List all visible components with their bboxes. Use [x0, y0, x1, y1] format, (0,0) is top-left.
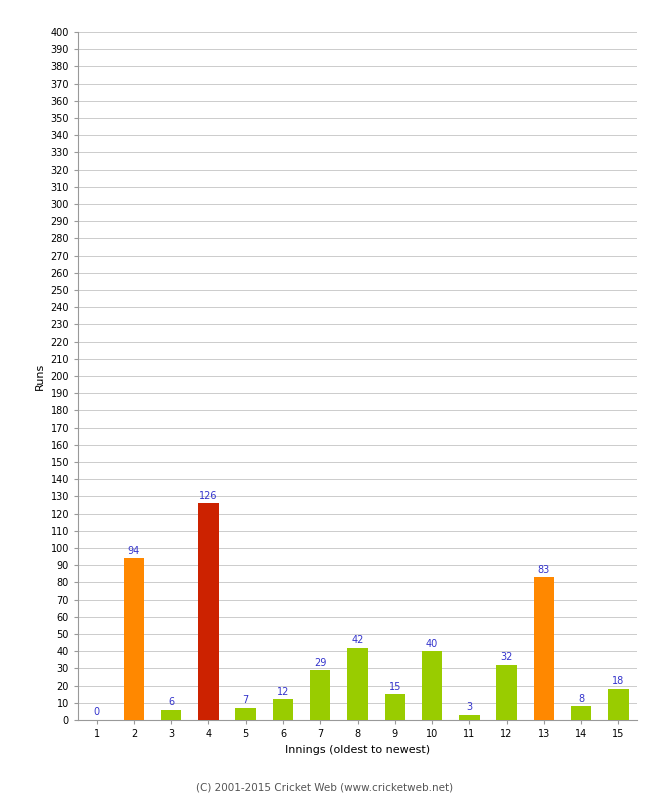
Bar — [347, 648, 368, 720]
X-axis label: Innings (oldest to newest): Innings (oldest to newest) — [285, 745, 430, 754]
Text: 6: 6 — [168, 697, 174, 707]
Bar — [385, 694, 405, 720]
Bar — [459, 715, 480, 720]
Bar — [497, 665, 517, 720]
Text: 40: 40 — [426, 638, 438, 649]
Bar — [198, 503, 218, 720]
Text: 15: 15 — [389, 682, 401, 692]
Text: 8: 8 — [578, 694, 584, 704]
Text: 7: 7 — [242, 695, 249, 706]
Text: 12: 12 — [277, 686, 289, 697]
Bar — [161, 710, 181, 720]
Text: 126: 126 — [199, 490, 218, 501]
Bar — [124, 558, 144, 720]
Text: 18: 18 — [612, 677, 625, 686]
Bar — [608, 689, 629, 720]
Bar — [310, 670, 330, 720]
Bar — [235, 708, 256, 720]
Text: 32: 32 — [500, 652, 513, 662]
Y-axis label: Runs: Runs — [35, 362, 45, 390]
Text: 29: 29 — [314, 658, 326, 667]
Text: 94: 94 — [128, 546, 140, 556]
Text: (C) 2001-2015 Cricket Web (www.cricketweb.net): (C) 2001-2015 Cricket Web (www.cricketwe… — [196, 782, 454, 792]
Text: 42: 42 — [351, 635, 364, 645]
Text: 0: 0 — [94, 707, 99, 718]
Text: 83: 83 — [538, 565, 550, 574]
Bar — [273, 699, 293, 720]
Bar — [422, 651, 442, 720]
Bar — [571, 706, 592, 720]
Bar — [534, 578, 554, 720]
Text: 3: 3 — [466, 702, 473, 712]
